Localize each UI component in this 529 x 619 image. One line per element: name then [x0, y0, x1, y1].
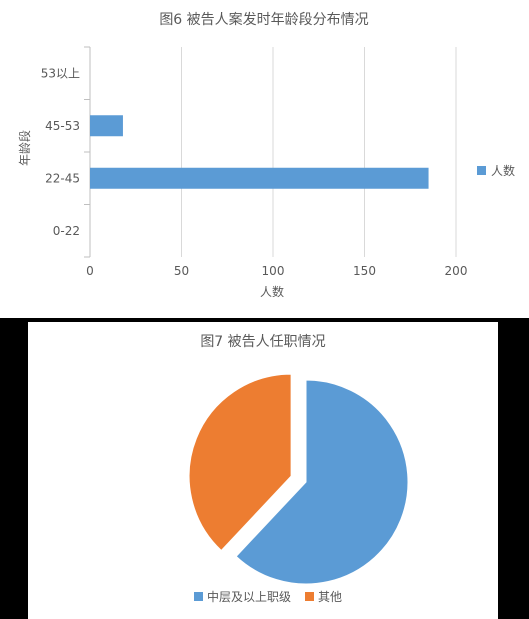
bar-y-ticks: 0-22 22-45 45-53 53以上	[41, 46, 90, 258]
pie-chart-title: 图7 被告人任职情况	[200, 334, 325, 350]
x-tick-label: 100	[262, 264, 285, 278]
bar-chart-panel: 图6 被告人案发时年龄段分布情况 0-22 22-45 45-53 53以上 0 50 1…	[0, 0, 529, 318]
pie-slice	[235, 379, 409, 585]
bar	[90, 167, 429, 189]
x-tick-label: 0	[86, 264, 94, 278]
legend-label-count: 人数	[491, 163, 515, 178]
bar-chart: 图6 被告人案发时年龄段分布情况 0-22 22-45 45-53 53以上 0 50 1…	[17, 11, 515, 299]
legend-swatch-other	[305, 592, 314, 601]
y-tick-label: 22-45	[45, 171, 80, 185]
bar-x-ticks: 0 50 100 150 200	[86, 264, 467, 278]
x-tick-label: 150	[353, 264, 376, 278]
pie-chart-panel: 图7 被告人任职情况 中层及以上职级 其他	[28, 322, 498, 619]
x-tick-label: 50	[174, 264, 189, 278]
legend-label-senior: 中层及以上职级	[207, 589, 291, 604]
y-tick-label: 53以上	[41, 66, 80, 80]
y-axis-label: 年龄段	[17, 130, 32, 166]
bar-chart-title: 图6 被告人案发时年龄段分布情况	[159, 11, 368, 28]
pie-slices	[188, 373, 409, 585]
y-tick-label: 0-22	[53, 224, 80, 238]
corner-mark	[512, 588, 521, 597]
bar	[90, 115, 123, 137]
y-tick-label: 45-53	[45, 119, 80, 133]
x-tick-label: 200	[445, 264, 468, 278]
bar-grid	[89, 47, 457, 257]
pie-chart: 图7 被告人任职情况 中层及以上职级 其他	[188, 334, 409, 604]
legend-label-other: 其他	[318, 590, 342, 604]
pie-slice	[188, 373, 292, 552]
legend-swatch-senior	[194, 592, 203, 601]
bar-marks	[90, 115, 429, 189]
legend-swatch-count	[477, 166, 486, 175]
x-axis-label: 人数	[260, 284, 284, 299]
